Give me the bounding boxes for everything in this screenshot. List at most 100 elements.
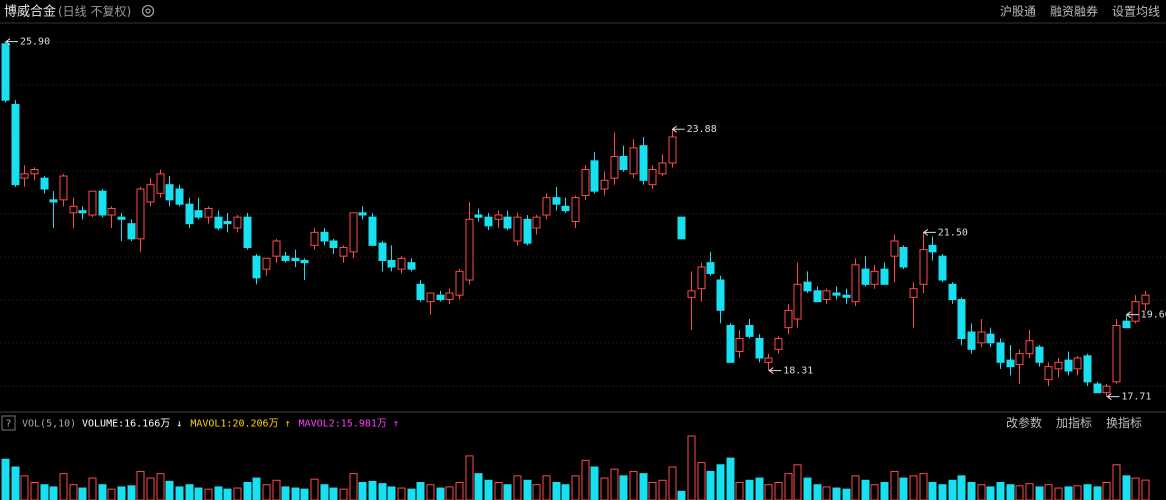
volume-bar (793, 464, 802, 500)
volume-bar (977, 484, 986, 500)
volume-title: VOL(5,10) (22, 419, 76, 430)
candle-body (996, 342, 1005, 363)
candle-body (899, 247, 908, 268)
volume-bar (494, 482, 503, 500)
volume-bar (40, 484, 49, 500)
candle-body (851, 264, 860, 303)
volume-bar (532, 484, 541, 500)
candle-body (455, 270, 464, 296)
candle-body (1025, 340, 1034, 355)
candle-body (11, 104, 20, 186)
candle-body (668, 136, 677, 164)
volume-bar (764, 484, 773, 500)
volume-bar (784, 473, 793, 500)
candle-body (1093, 383, 1102, 394)
volume-bar (320, 484, 329, 500)
volume-bar (996, 482, 1005, 500)
volume-bar (107, 488, 116, 500)
candle-body (948, 283, 957, 301)
volume-bar (136, 470, 145, 500)
volume-bar (610, 468, 619, 500)
annotation-label: 17.71 (1121, 392, 1151, 403)
candle-body (262, 257, 271, 270)
volume-bar (329, 487, 338, 500)
candle-body (600, 179, 609, 190)
volume-bar (407, 488, 416, 500)
candle-body (165, 184, 174, 201)
candle-body (967, 331, 976, 350)
volume-bar (919, 473, 928, 500)
candle-body (1112, 325, 1121, 383)
volume-bar (909, 475, 918, 500)
candle-body (194, 210, 203, 218)
volume-bar (1054, 487, 1063, 500)
candle-body (832, 292, 841, 296)
candle-body (156, 173, 165, 194)
candle-body (957, 299, 966, 339)
help-box[interactable] (1, 415, 16, 431)
candle-body (793, 283, 802, 320)
annotation-label: 25.90 (20, 37, 50, 48)
volume-bar (755, 477, 764, 500)
candle-body (503, 216, 512, 229)
volume-bar (1035, 486, 1044, 500)
toolbar-button[interactable]: 设置均线 (1112, 5, 1160, 19)
candle-body (784, 309, 793, 329)
volume-bar (69, 484, 78, 500)
candle-body (30, 169, 39, 175)
candle-body (243, 216, 252, 249)
candle-body (986, 333, 995, 344)
volume-bar (928, 482, 937, 500)
volume-bar (233, 487, 242, 500)
candle-body (890, 240, 899, 257)
candle-body (610, 156, 619, 179)
volume-bar (542, 475, 551, 500)
candle-body (465, 218, 474, 281)
annotation-arrow (922, 228, 936, 236)
toolbar-button[interactable]: 改参数 (1006, 415, 1042, 430)
candle-body (407, 262, 416, 270)
volume-bar (88, 477, 97, 500)
candle-body (822, 290, 831, 301)
help-button[interactable]: ? (6, 419, 11, 430)
volume-bar (339, 488, 348, 500)
volume-bar (59, 473, 68, 500)
settings-icon[interactable] (141, 4, 155, 18)
candle-body (1141, 294, 1150, 305)
volume-bar (455, 482, 464, 500)
candle-body (697, 266, 706, 290)
volume-bar (262, 484, 271, 500)
volume-bar (986, 486, 995, 500)
candle-body (1035, 346, 1044, 363)
candle-body (78, 210, 87, 214)
toolbar-button[interactable]: 融资融券 (1050, 4, 1098, 19)
volume-bar (387, 486, 396, 500)
candle-body (581, 169, 590, 196)
volume-bar (967, 482, 976, 500)
legend-entry: VOLUME:16.166万 ↓ (82, 419, 182, 430)
volume-bar (600, 477, 609, 500)
chart-subtitle: (日线 不复权) (58, 5, 131, 19)
toolbar-button[interactable]: 沪股通 (1000, 5, 1036, 19)
volume-bar (861, 479, 870, 500)
volume-bar (272, 479, 281, 500)
candle-body (1083, 355, 1092, 383)
volume-bar (1141, 479, 1150, 500)
toolbar-button[interactable]: 加指标 (1056, 415, 1092, 430)
candle-body (687, 290, 696, 298)
candle-body (726, 325, 735, 363)
candle-body (117, 216, 126, 220)
toolbar-button[interactable]: 换指标 (1106, 415, 1142, 430)
candle-body (281, 255, 290, 261)
candle-body (175, 188, 184, 205)
candle-body (1, 43, 10, 101)
candle-body (252, 255, 261, 279)
candle-body (803, 281, 812, 292)
stock-title: 博威合金 (4, 4, 56, 20)
volume-bar (127, 485, 136, 500)
volume-bar (523, 479, 532, 500)
volume-bar (735, 482, 744, 500)
volume-bar (706, 470, 715, 500)
volume-bar (416, 482, 425, 500)
